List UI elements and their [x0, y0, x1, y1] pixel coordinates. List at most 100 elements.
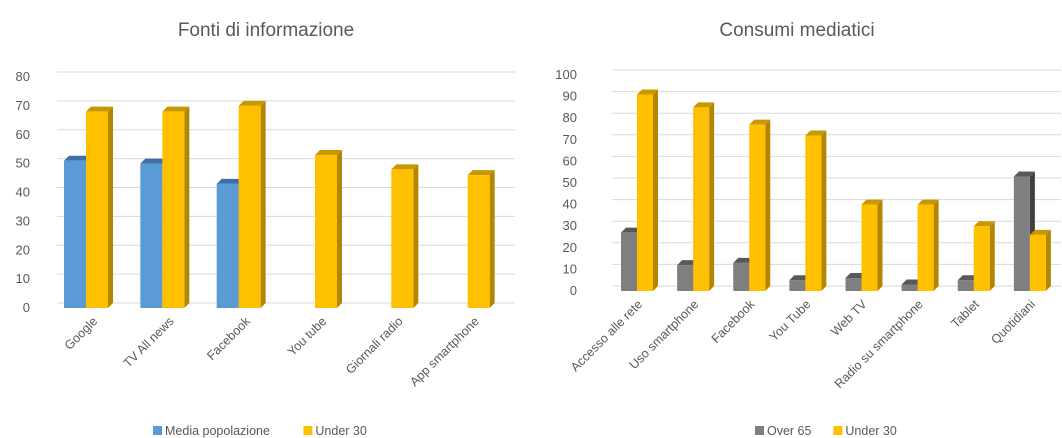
bar: [238, 100, 266, 308]
bar-side: [765, 119, 771, 292]
bar: [315, 149, 342, 308]
bar-top: [467, 170, 495, 176]
legend-item: Over 65: [755, 424, 812, 438]
bar-top: [805, 130, 827, 136]
bar: [86, 106, 113, 309]
legend-swatch: [833, 426, 843, 435]
bar-side: [877, 199, 883, 291]
bar-top: [1029, 229, 1051, 235]
category-label: Facebook: [709, 297, 758, 346]
bar-top: [957, 275, 979, 281]
bar-front: [238, 105, 261, 308]
category-label: Quotidiani: [988, 297, 1038, 347]
y-tick-label: 80: [563, 110, 577, 125]
y-tick-label: 50: [563, 175, 577, 190]
y-tick-label: 20: [563, 240, 577, 255]
bar-top: [162, 106, 190, 112]
bar-front: [1029, 234, 1046, 291]
bar-front: [973, 226, 990, 291]
bar-front: [749, 124, 766, 292]
legend-label: Media popolazione: [165, 424, 270, 438]
y-tick-label: 20: [16, 242, 30, 257]
bar: [1029, 229, 1051, 291]
bar-top: [216, 178, 244, 184]
bar-top: [845, 273, 867, 279]
bar: [637, 89, 658, 291]
bar-front: [901, 284, 918, 291]
y-tick-label: 30: [16, 213, 30, 228]
bar: [973, 221, 995, 291]
legend-swatch: [153, 426, 162, 435]
legend-item: Media popolazione: [153, 424, 270, 438]
bar-top: [1013, 171, 1035, 177]
bar-top: [315, 149, 342, 155]
bar-top: [140, 158, 168, 164]
bar-front: [391, 169, 414, 308]
bar-top: [901, 279, 923, 285]
legend-swatch: [303, 426, 313, 435]
chart-fonti-di-informazione: Fonti di informazione 0 10 20 30 40 50 60 70 80 G…: [16, 20, 515, 438]
bar-front: [86, 111, 108, 309]
legend-item: Under 30: [303, 424, 367, 438]
bar-front: [733, 262, 750, 291]
category-label: You tube: [285, 314, 330, 359]
bar: [391, 164, 419, 308]
bar: [917, 199, 939, 291]
bar-front: [216, 183, 239, 308]
bar-side: [1045, 229, 1051, 291]
legend-item: Under 30: [833, 424, 897, 438]
chart-title: Consumi mediatici: [719, 20, 874, 41]
bar-top: [693, 102, 715, 108]
bar-front: [789, 280, 806, 291]
bar: [693, 102, 715, 292]
category-label: App smartphone: [407, 314, 482, 389]
bar-front: [467, 175, 490, 308]
bar-side: [709, 102, 715, 292]
chart-svg-left: Fonti di informazione 0 10 20 30 40 50 60 70 80 G…: [16, 20, 515, 438]
chart-consumi-mediatici: Consumi mediatici 0 10 20 30 40 50 60 70 80 90 100…: [531, 0, 1062, 438]
bar-top: [238, 100, 266, 106]
bar-top: [733, 257, 755, 263]
bar-front: [140, 163, 163, 308]
bar-front: [917, 204, 934, 291]
bar-side: [989, 221, 995, 291]
bar-front: [1013, 176, 1030, 291]
category-label: Google: [62, 314, 100, 352]
chart-svg-right: Consumi mediatici 0 10 20 30 40 50 60 70 80 90 100…: [555, 20, 1061, 438]
bar-top: [391, 164, 419, 170]
y-tick-label: 80: [16, 69, 30, 84]
legend-swatch: [755, 426, 764, 435]
y-tick-label: 50: [16, 156, 30, 171]
bar-front: [957, 280, 974, 291]
bar-front: [64, 160, 86, 308]
bar-top: [789, 275, 811, 281]
y-tick-label: 40: [16, 185, 30, 200]
y-tick-label: 0: [23, 300, 30, 315]
bar: [749, 119, 771, 292]
bar-side: [337, 149, 342, 308]
legend-label: Under 30: [315, 424, 366, 438]
bar-front: [693, 107, 710, 292]
y-tick-label: 60: [16, 127, 30, 142]
bar-front: [637, 94, 653, 291]
y-tick-label: 10: [16, 271, 30, 286]
bar-side: [260, 100, 266, 308]
y-tick-label: 10: [563, 261, 577, 276]
category-label: Facebook: [204, 314, 253, 363]
bar-front: [621, 232, 637, 291]
bar-side: [933, 199, 939, 291]
bar-front: [805, 135, 822, 291]
bar-front: [861, 204, 878, 291]
bar: [861, 199, 883, 291]
category-label: Web TV: [828, 297, 870, 339]
bar-top: [749, 119, 771, 125]
bar-front: [162, 111, 185, 309]
y-tick-label: 60: [563, 153, 577, 168]
category-label: Giornali radio: [343, 314, 406, 377]
bar-side: [653, 89, 658, 291]
bar: [467, 170, 495, 308]
category-label: TV All news: [121, 314, 177, 370]
y-tick-label: 0: [570, 283, 577, 298]
bar-front: [677, 265, 694, 291]
bar: [162, 106, 190, 309]
